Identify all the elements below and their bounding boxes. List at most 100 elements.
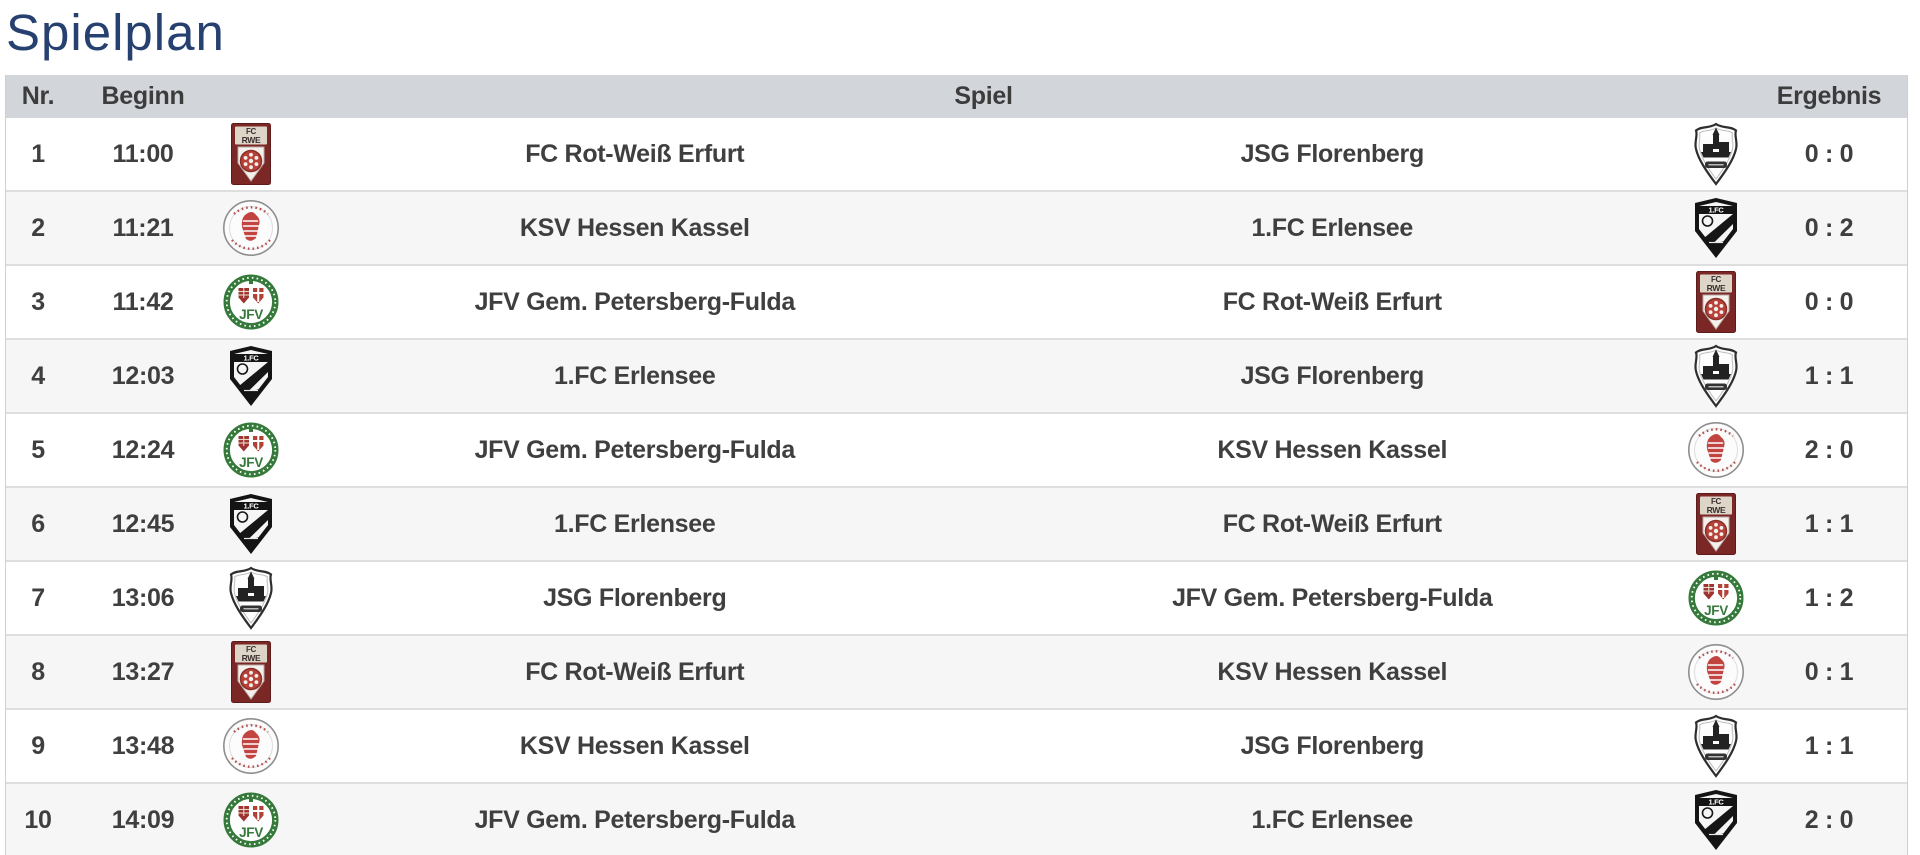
home-team-name: KSV Hessen Kassel bbox=[519, 213, 750, 242]
team-logo-florenberg bbox=[216, 562, 286, 634]
team-logo-kassel bbox=[1681, 636, 1751, 708]
match-result: 2 : 0 bbox=[1804, 805, 1854, 834]
svg-text:FC: FC bbox=[246, 645, 257, 654]
home-team-name: JSG Florenberg bbox=[543, 583, 727, 612]
match-number: 10 bbox=[24, 805, 52, 834]
schedule-table-body: 1 11:00 FC RWE FC Rot-Weiß Erfurt JSG Fl… bbox=[6, 118, 1907, 855]
svg-text:1.FC: 1.FC bbox=[243, 502, 259, 511]
svg-text:FC: FC bbox=[1711, 497, 1722, 506]
home-team-name: JFV Gem. Petersberg-Fulda bbox=[474, 435, 796, 464]
match-row: 7 13:06 JSG Florenberg JFV Gem. Petersbe… bbox=[6, 560, 1907, 634]
kickoff-time: 12:24 bbox=[111, 435, 175, 464]
team-logo-erfurt: FC RWE bbox=[1681, 488, 1751, 560]
table-header-row: Nr. Beginn Spiel Ergebnis bbox=[6, 75, 1907, 118]
match-number: 1 bbox=[31, 139, 45, 168]
svg-text:FC: FC bbox=[1711, 275, 1722, 284]
match-number: 8 bbox=[31, 657, 45, 686]
match-row: 3 11:42 JFV JFV Gem. Petersberg-Fulda FC… bbox=[6, 264, 1907, 338]
svg-text:RWE: RWE bbox=[242, 135, 261, 145]
match-row: 1 11:00 FC RWE FC Rot-Weiß Erfurt JSG Fl… bbox=[6, 118, 1907, 190]
match-row: 8 13:27 FC RWE FC Rot-Weiß Erfurt KSV He… bbox=[6, 634, 1907, 708]
away-team-name: 1.FC Erlensee bbox=[1251, 805, 1414, 834]
svg-text:1.FC: 1.FC bbox=[243, 354, 259, 363]
team-logo-erfurt: FC RWE bbox=[216, 636, 286, 708]
column-header-nr: Nr. bbox=[21, 82, 55, 110]
home-team-name: 1.FC Erlensee bbox=[554, 361, 716, 390]
team-logo-florenberg bbox=[1681, 710, 1751, 782]
match-result: 1 : 1 bbox=[1804, 731, 1854, 760]
team-logo-erlensee: 1.FC bbox=[1681, 784, 1751, 855]
match-number: 2 bbox=[31, 213, 45, 242]
team-logo-florenberg bbox=[1681, 118, 1751, 190]
team-logo-kassel bbox=[216, 192, 286, 264]
away-team-name: FC Rot-Weiß Erfurt bbox=[1222, 287, 1442, 316]
match-result: 1 : 2 bbox=[1804, 583, 1854, 612]
away-team-name: JSG Florenberg bbox=[1240, 139, 1425, 168]
svg-text:JFV: JFV bbox=[239, 307, 263, 322]
svg-text:RWE: RWE bbox=[1707, 505, 1726, 515]
svg-text:FC: FC bbox=[246, 127, 257, 136]
match-row: 6 12:45 1.FC 1.FC Erlensee FC Rot-Weiß E… bbox=[6, 486, 1907, 560]
team-logo-kassel bbox=[216, 710, 286, 782]
home-team-name: FC Rot-Weiß Erfurt bbox=[525, 139, 745, 168]
kickoff-time: 13:06 bbox=[111, 583, 175, 612]
away-team-name: JFV Gem. Petersberg-Fulda bbox=[1172, 583, 1493, 612]
away-team-name: JSG Florenberg bbox=[1240, 361, 1425, 390]
svg-text:RWE: RWE bbox=[242, 653, 261, 663]
match-result: 0 : 2 bbox=[1804, 213, 1854, 242]
match-result: 0 : 0 bbox=[1804, 139, 1854, 168]
team-logo-erlensee: 1.FC bbox=[1681, 192, 1751, 264]
column-header-ergebnis: Ergebnis bbox=[1776, 82, 1882, 110]
match-number: 7 bbox=[31, 583, 45, 612]
match-number: 9 bbox=[31, 731, 45, 760]
spielplan-table: Nr. Beginn Spiel Ergebnis 1 11:00 FC RWE… bbox=[5, 75, 1908, 855]
svg-text:JFV: JFV bbox=[239, 455, 263, 470]
column-header-spiel: Spiel bbox=[954, 82, 1013, 110]
column-header-beginn: Beginn bbox=[101, 82, 185, 110]
kickoff-time: 11:00 bbox=[112, 139, 174, 168]
home-team-name: JFV Gem. Petersberg-Fulda bbox=[474, 805, 796, 834]
match-row: 5 12:24 JFV JFV Gem. Petersberg-Fulda KS… bbox=[6, 412, 1907, 486]
away-team-name: JSG Florenberg bbox=[1240, 731, 1425, 760]
match-number: 5 bbox=[31, 435, 45, 464]
svg-text:1.FC: 1.FC bbox=[1708, 798, 1724, 807]
match-row: 9 13:48 KSV Hessen Kassel JSG Florenberg… bbox=[6, 708, 1907, 782]
away-team-name: KSV Hessen Kassel bbox=[1217, 657, 1448, 686]
match-number: 6 bbox=[31, 509, 45, 538]
match-result: 0 : 1 bbox=[1804, 657, 1854, 686]
match-result: 0 : 0 bbox=[1804, 287, 1854, 316]
svg-text:RWE: RWE bbox=[1707, 283, 1726, 293]
match-row: 10 14:09 JFV JFV Gem. Petersberg-Fulda 1… bbox=[6, 782, 1907, 855]
team-logo-petersberg: JFV bbox=[216, 784, 286, 855]
away-team-name: KSV Hessen Kassel bbox=[1217, 435, 1448, 464]
svg-text:JFV: JFV bbox=[239, 825, 263, 840]
kickoff-time: 12:03 bbox=[111, 361, 175, 390]
away-team-name: FC Rot-Weiß Erfurt bbox=[1222, 509, 1442, 538]
match-result: 1 : 1 bbox=[1804, 361, 1854, 390]
kickoff-time: 12:45 bbox=[111, 509, 175, 538]
kickoff-time: 14:09 bbox=[111, 805, 175, 834]
svg-text:1.FC: 1.FC bbox=[1708, 206, 1724, 215]
match-result: 1 : 1 bbox=[1804, 509, 1854, 538]
home-team-name: JFV Gem. Petersberg-Fulda bbox=[474, 287, 796, 316]
match-row: 4 12:03 1.FC 1.FC Erlensee JSG Florenber… bbox=[6, 338, 1907, 412]
kickoff-time: 11:42 bbox=[112, 287, 174, 316]
team-logo-petersberg: JFV bbox=[216, 414, 286, 486]
team-logo-erlensee: 1.FC bbox=[216, 488, 286, 560]
home-team-name: FC Rot-Weiß Erfurt bbox=[525, 657, 745, 686]
home-team-name: 1.FC Erlensee bbox=[554, 509, 716, 538]
team-logo-erfurt: FC RWE bbox=[216, 118, 286, 190]
home-team-name: KSV Hessen Kassel bbox=[519, 731, 750, 760]
svg-text:JFV: JFV bbox=[1704, 603, 1728, 618]
team-logo-petersberg: JFV bbox=[1681, 562, 1751, 634]
team-logo-erlensee: 1.FC bbox=[216, 340, 286, 412]
away-team-name: 1.FC Erlensee bbox=[1251, 213, 1414, 242]
kickoff-time: 13:27 bbox=[111, 657, 175, 686]
team-logo-petersberg: JFV bbox=[216, 266, 286, 338]
kickoff-time: 13:48 bbox=[111, 731, 175, 760]
match-number: 4 bbox=[31, 361, 45, 390]
page-title: Spielplan bbox=[6, 4, 225, 61]
team-logo-erfurt: FC RWE bbox=[1681, 266, 1751, 338]
team-logo-kassel bbox=[1681, 414, 1751, 486]
